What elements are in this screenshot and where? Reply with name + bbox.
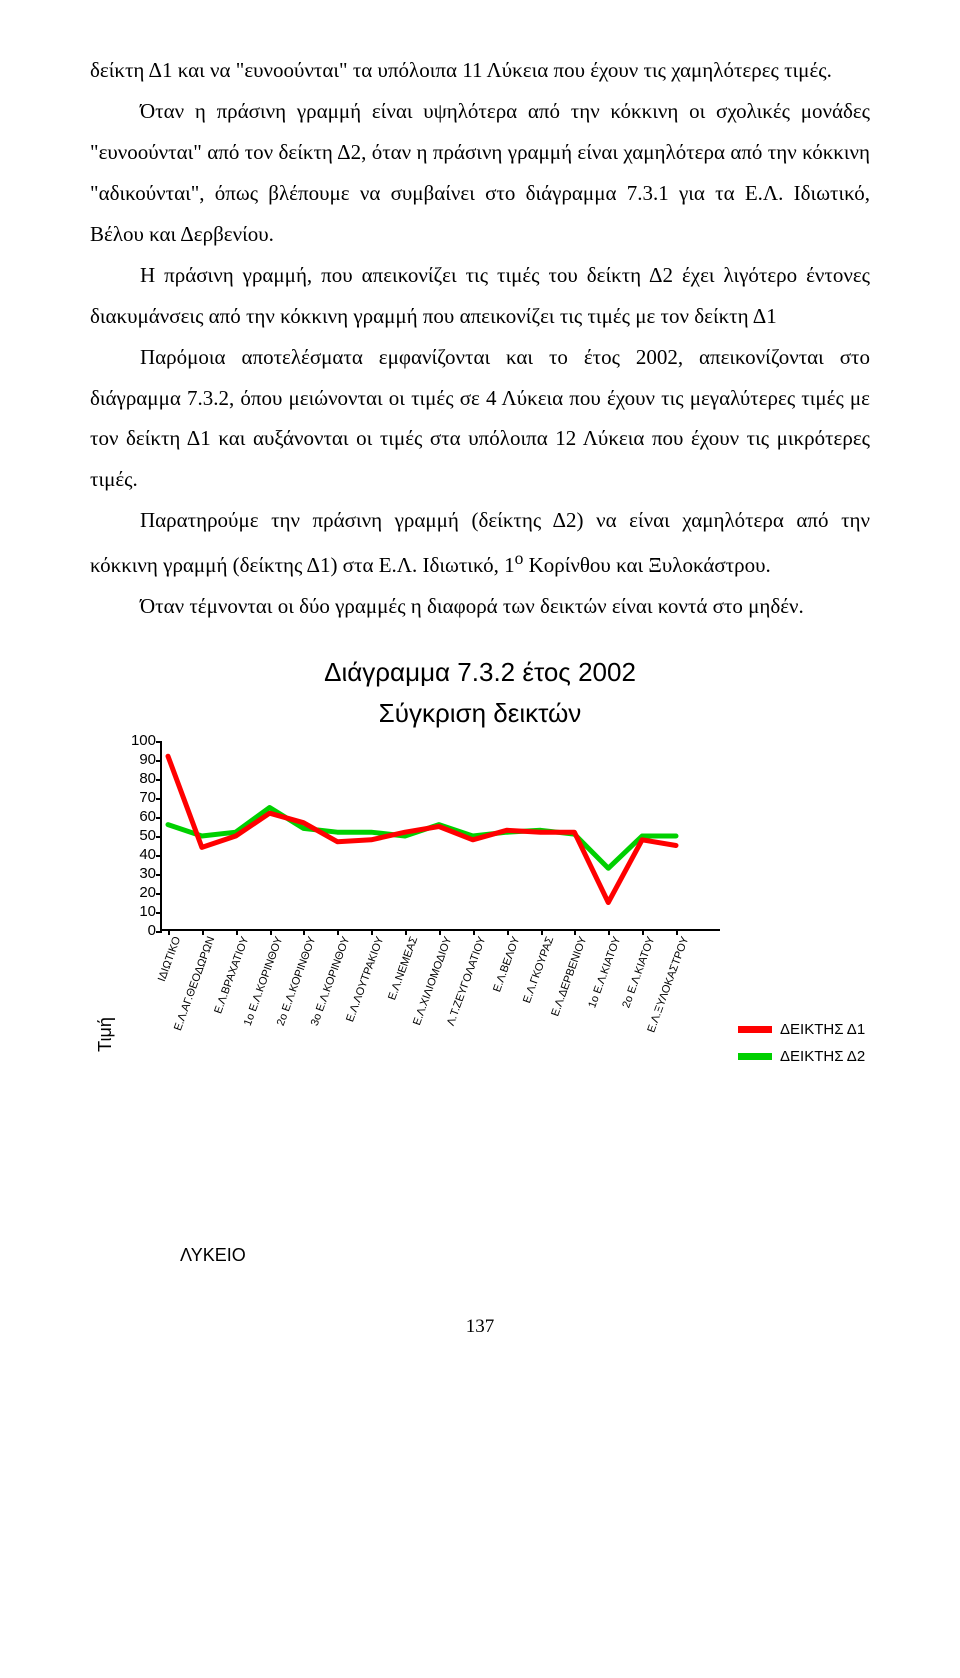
chart-svg (162, 741, 682, 931)
x-label: ΙΔΙΩΤΙΚΟ (156, 935, 183, 983)
x-labels: ΙΔΙΩΤΙΚΟΕ.Λ.ΑΓ.ΘΕΟΔΩΡΩΝΕ.Λ.ΒΡΑΧΑΤΙΟΥ1ο Ε… (160, 935, 720, 1085)
x-label: Ε.Λ.ΔΕΡΒΕΝΙΟΥ (550, 935, 590, 1018)
x-axis-title: ΛΥΚΕΙΟ (180, 1245, 870, 1266)
x-label: Ε.Λ.ΛΟΥΤΡΑΚΙΟΥ (344, 935, 386, 1024)
legend-item-d2: ΔΕΙΚΤΗΣ Δ2 (738, 1048, 870, 1065)
x-label: Λ.Τ.ΖΕΥΓΟΛΑΤΙΟΥ (445, 935, 488, 1027)
page: δείκτη Δ1 και να "ευνοούνται" τα υπόλοιπ… (0, 0, 960, 1378)
legend-item-d1: ΔΕΙΚΤΗΣ Δ1 (738, 1021, 870, 1038)
legend-label-d2: ΔΕΙΚΤΗΣ Δ2 (780, 1048, 865, 1065)
y-ticks: 1009080706050403020100 (120, 741, 160, 931)
paragraph-1: δείκτη Δ1 και να "ευνοούνται" τα υπόλοιπ… (90, 50, 870, 91)
plot-col: ΙΔΙΩΤΙΚΟΕ.Λ.ΑΓ.ΘΕΟΔΩΡΩΝΕ.Λ.ΒΡΑΧΑΤΙΟΥ1ο Ε… (160, 741, 720, 1085)
paragraph-3: Η πράσινη γραμμή, που απεικονίζει τις τι… (90, 255, 870, 337)
x-label: 1ο Ε.Λ.ΚΙΑΤΟΥ (587, 935, 624, 1010)
paragraph-2: Όταν η πράσινη γραμμή είναι υψηλότερα απ… (90, 91, 870, 255)
legend: ΔΕΙΚΤΗΣ Δ1 ΔΕΙΚΤΗΣ Δ2 (720, 741, 870, 1085)
chart-block: Διάγραμμα 7.3.2 έτος 2002 Σύγκριση δεικτ… (90, 657, 870, 1266)
paragraph-4: Παρόμοια αποτελέσματα εμφανίζονται και τ… (90, 337, 870, 501)
paragraph-5-b: Κορίνθου και Ξυλοκάστρου. (523, 553, 770, 577)
x-label: Ε.Λ.ΒΕΛΟΥ (491, 935, 522, 994)
chart-row: Τιμή 1009080706050403020100 ΙΔΙΩΤΙΚΟΕ.Λ.… (90, 741, 870, 1085)
legend-swatch-d1 (738, 1026, 772, 1033)
x-label: Ε.Λ.ΓΚΟΥΡΑΣ (521, 935, 556, 1005)
chart-title-1: Διάγραμμα 7.3.2 έτος 2002 (90, 657, 870, 688)
paragraph-5: Παρατηρούμε την πράσινη γραμμή (δείκτης … (90, 500, 870, 586)
chart-title-2: Σύγκριση δεικτών (90, 698, 870, 729)
x-label: 2ο Ε.Λ.ΚΙΑΤΟΥ (620, 935, 657, 1010)
plot-area (160, 741, 720, 931)
y-axis-label: Τιμή (95, 1017, 116, 1052)
legend-swatch-d2 (738, 1053, 772, 1060)
x-label: Ε.Λ.ΝΕΜΕΑΣ (386, 935, 420, 1002)
page-number: 137 (90, 1316, 870, 1338)
legend-label-d1: ΔΕΙΚΤΗΣ Δ1 (780, 1021, 865, 1038)
x-label: Ε.Λ.ΒΡΑΧΑΤΙΟΥ (212, 935, 251, 1015)
y-axis-label-col: Τιμή (90, 741, 120, 1085)
paragraph-6: Όταν τέμνονται οι δύο γραμμές η διαφορά … (90, 586, 870, 627)
